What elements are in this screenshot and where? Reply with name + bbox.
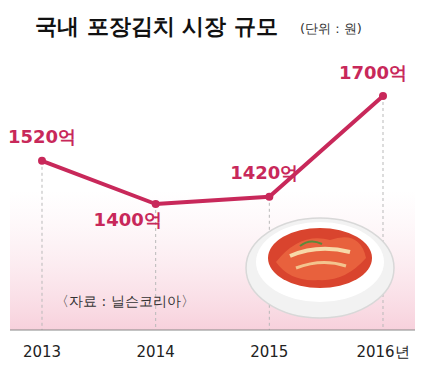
background-band (10, 190, 415, 330)
data-label: 1420억 (230, 162, 298, 183)
data-line (42, 96, 383, 204)
kimchi-green (300, 241, 322, 246)
kimchi-stem (290, 249, 350, 256)
chart: 국내 포장김치 시장 규모 (단위 : 원) 〈자료 : 닐슨코리아〉 1520억 14… (0, 0, 425, 369)
x-tick-label: 2016년 (356, 343, 409, 361)
subtitle: (단위 : 원) (300, 21, 362, 36)
data-point (379, 92, 387, 100)
kimchi-illustration (246, 218, 394, 318)
source: 〈자료 : 닐슨코리아〉 (55, 293, 195, 309)
data-point (152, 200, 160, 208)
data-label: 1520억 (8, 126, 76, 147)
guide-line (42, 161, 43, 330)
kimchi (268, 228, 372, 288)
x-tick-label: 2015 (250, 343, 288, 361)
x-tick-label: 2014 (137, 343, 175, 361)
data-point (265, 193, 273, 201)
x-tick-label: 2013 (23, 343, 61, 361)
x-axis (10, 330, 415, 331)
data-label: 1700억 (339, 62, 407, 83)
bowl (246, 218, 394, 318)
kimchi-leaf (276, 237, 366, 280)
bowl-inner (256, 222, 384, 302)
data-point (38, 157, 46, 165)
page: {"chart_data": {"type": "line", "title":… (0, 0, 425, 369)
plot-area (38, 92, 387, 208)
data-label: 1400억 (94, 209, 162, 230)
title: 국내 포장김치 시장 규모 (35, 14, 278, 39)
kimchi-stem (296, 262, 346, 268)
